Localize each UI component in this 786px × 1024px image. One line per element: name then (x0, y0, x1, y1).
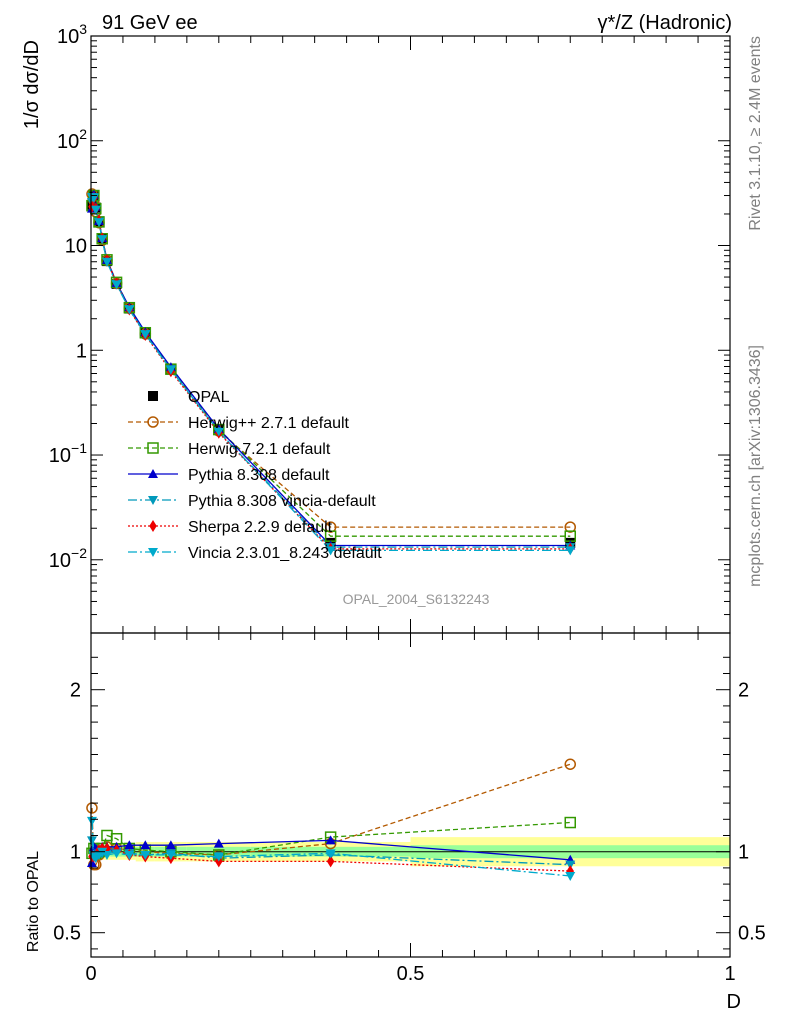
data-point (324, 521, 337, 533)
ratio-point (564, 758, 576, 770)
header-right: γ*/Z (Hadronic) (598, 12, 732, 34)
data-point (97, 235, 108, 245)
ratio-point (326, 855, 335, 868)
ratio-y-tick-label-right: 1 (738, 842, 749, 864)
y-tick-label: 10 (65, 236, 87, 258)
ratio-point (325, 849, 336, 859)
ratio-point (124, 850, 135, 860)
data-point (111, 280, 122, 290)
legend-label: Vincia 2.3.01_8.243 default (188, 545, 382, 562)
legend: OPAL Herwig++ 2.7.1 default Herwig 7.2.1 d… (128, 389, 382, 562)
rivet-label: Rivet 3.1.10, ≥ 2.4M events (747, 36, 764, 231)
data-point (213, 427, 224, 437)
ratio-point (140, 840, 151, 850)
legend-label: OPAL (188, 389, 230, 406)
ratio-point (565, 872, 576, 881)
header-left: 91 GeV ee (102, 12, 198, 34)
data-point (325, 546, 336, 556)
data-point (90, 205, 101, 215)
data-point (124, 305, 135, 315)
ratio-frame (90, 632, 731, 958)
data-point (565, 546, 576, 556)
legend-label: Pythia 8.308 vincia-default (188, 493, 376, 510)
ratio-point (564, 816, 576, 829)
ratio-ylabel: Ratio to OPAL (25, 851, 42, 952)
legend-label: Sherpa 2.2.9 default (188, 519, 333, 536)
watermark: OPAL_2004_S6132243 (343, 591, 490, 607)
ratio-point (165, 840, 176, 850)
ratio-point (101, 850, 112, 860)
ratio-y-tick-label: 1 (70, 842, 81, 864)
ratio-point (213, 838, 224, 848)
y-tick-label: 1 (76, 340, 87, 362)
legend-label: Pythia 8.308 default (188, 467, 330, 484)
ratio-point (165, 850, 176, 860)
legend-label: Herwig++ 2.7.1 default (188, 415, 350, 432)
legend-marker (149, 520, 157, 532)
ratio-point (325, 835, 336, 845)
x-tick-label: 0 (85, 963, 96, 985)
x-tick-label: 0.5 (397, 963, 425, 985)
ratio-point (140, 850, 151, 860)
legend-marker (147, 416, 159, 428)
y-tick-label: 102 (57, 126, 87, 153)
ratio-point (213, 852, 224, 862)
ratio-y-tick-label: 2 (70, 680, 81, 702)
legend-label: Herwig 7.2.1 default (188, 441, 331, 458)
ratio-point (86, 816, 97, 826)
ratio-y-tick-label-right: 2 (738, 680, 749, 702)
legend-marker (148, 548, 158, 557)
data-point (101, 257, 112, 267)
main-frame (90, 35, 731, 634)
mcplots-label: mcplots.cern.ch [arXiv:1306.3436] (747, 345, 764, 587)
legend-marker (148, 469, 158, 478)
y-tick-label: 103 (57, 21, 87, 48)
data-point (140, 330, 151, 340)
ratio-y-tick-label: 0.5 (53, 923, 81, 945)
ratio-y-tick-label-right: 0.5 (738, 923, 766, 945)
legend-marker (147, 442, 159, 454)
main-ylabel: 1/σ dσ/dD (21, 40, 43, 129)
x-tick-label: 1 (724, 963, 735, 985)
ratio-panel: 0 0.5 10.5 0.51 12 2 (53, 632, 766, 985)
legend-marker (148, 391, 158, 401)
y-tick-label: 10−2 (49, 545, 87, 572)
legend-marker (148, 496, 158, 505)
y-tick-label: 10−1 (49, 440, 87, 467)
ratio-point (111, 849, 122, 859)
data-point (564, 521, 576, 533)
data-point (93, 218, 104, 228)
ratio-point (86, 836, 97, 846)
series-line (91, 195, 571, 537)
data-point (165, 365, 176, 375)
ratio-point (124, 840, 135, 850)
x-axis-title: D (727, 991, 741, 1013)
